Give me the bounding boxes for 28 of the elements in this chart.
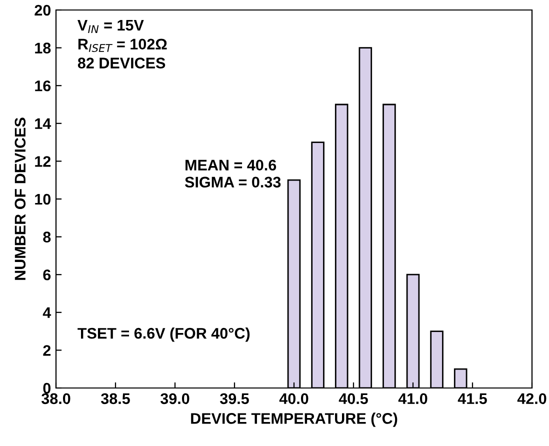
- y-tick-label: 4: [42, 307, 52, 318]
- annotation: V$_{IN}$ = 15V: [78, 20, 144, 33]
- y-tick-label: 0: [43, 382, 51, 394]
- y-tick-label: 16: [35, 80, 51, 92]
- y-axis-title: NUMBER OF DEVICES: [14, 118, 26, 280]
- x-tick-label: 41.0: [398, 393, 428, 404]
- x-tick-label: 39.5: [220, 393, 249, 404]
- x-tick-label: 42.0: [517, 393, 546, 404]
- y-tick-label: 20: [34, 4, 51, 16]
- annotation: 82 DEVICES: [78, 58, 166, 68]
- y-tick-label: 2: [43, 345, 51, 356]
- x-axis-title: DEVICE TEMPERATURE (°C): [191, 412, 398, 427]
- y-tick-label: 10: [35, 194, 51, 205]
- x-tick-label: 40.5: [338, 393, 368, 404]
- x-tick-label: 41.5: [458, 393, 487, 404]
- annotation: TSET = 6.6V (FOR 40°C): [78, 328, 250, 342]
- y-tick-label: 14: [35, 118, 52, 129]
- x-tick-label: 39.0: [160, 393, 190, 404]
- x-tick-label: 38.0: [41, 393, 70, 404]
- annotation: R$_{ISET}$ = 102Ω: [78, 38, 167, 52]
- annotation: MEAN = 40.6: [186, 160, 276, 171]
- y-tick-label: 12: [35, 156, 51, 167]
- x-tick-label: 40.0: [279, 393, 308, 404]
- y-tick-label: 6: [43, 269, 51, 280]
- y-tick-label: 18: [35, 42, 51, 54]
- y-tick-label: 8: [43, 232, 51, 242]
- x-tick-label: 38.5: [100, 393, 130, 404]
- annotation: SIGMA = 0.33: [184, 176, 281, 188]
